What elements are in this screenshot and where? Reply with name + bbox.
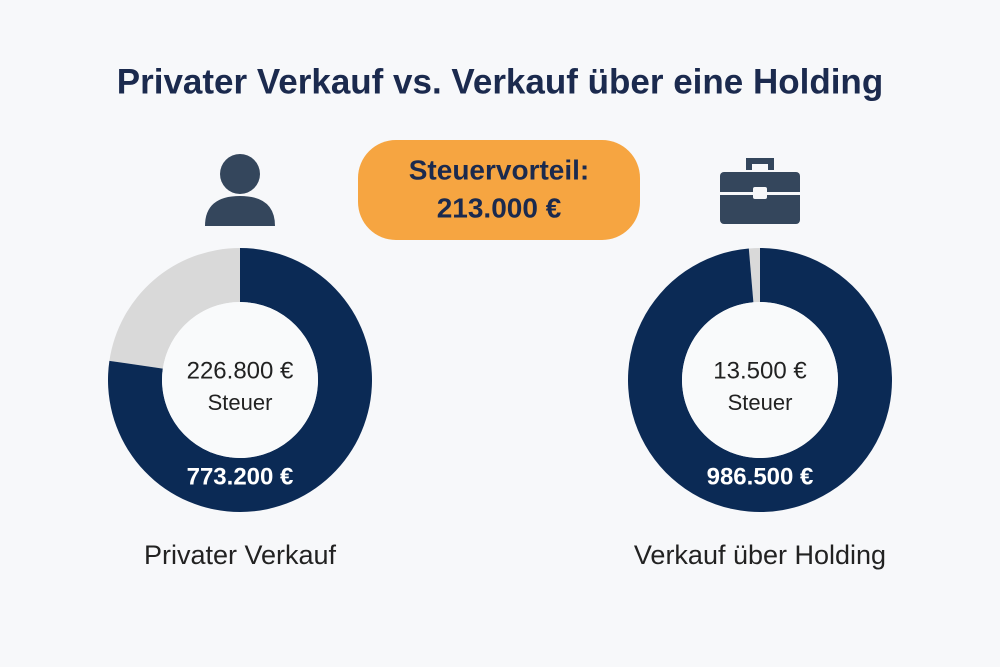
net-value-label: 773.200 € <box>187 463 294 490</box>
net-value-label: 986.500 € <box>707 463 814 490</box>
donut-segment <box>109 248 241 369</box>
badge-label: Steuervorteil: <box>409 154 590 185</box>
chart-title: Verkauf über Holding <box>634 540 886 570</box>
person-icon <box>205 154 275 226</box>
briefcase-icon <box>720 158 800 224</box>
tax-category-label: Steuer <box>728 390 793 415</box>
tax-value-label: 226.800 € <box>187 357 294 384</box>
badge-value: 213.000 € <box>437 192 562 223</box>
badge <box>358 140 640 240</box>
donut-hole <box>682 302 838 458</box>
chart-title: Privater Verkauf <box>144 540 337 570</box>
donut-hole <box>162 302 318 458</box>
tax-category-label: Steuer <box>208 390 273 415</box>
donut-segment <box>627 248 892 512</box>
donut-segment <box>108 248 372 512</box>
tax-value-label: 13.500 € <box>713 357 807 384</box>
donut-segment <box>748 248 760 303</box>
title: Privater Verkauf vs. Verkauf über eine H… <box>117 62 883 101</box>
